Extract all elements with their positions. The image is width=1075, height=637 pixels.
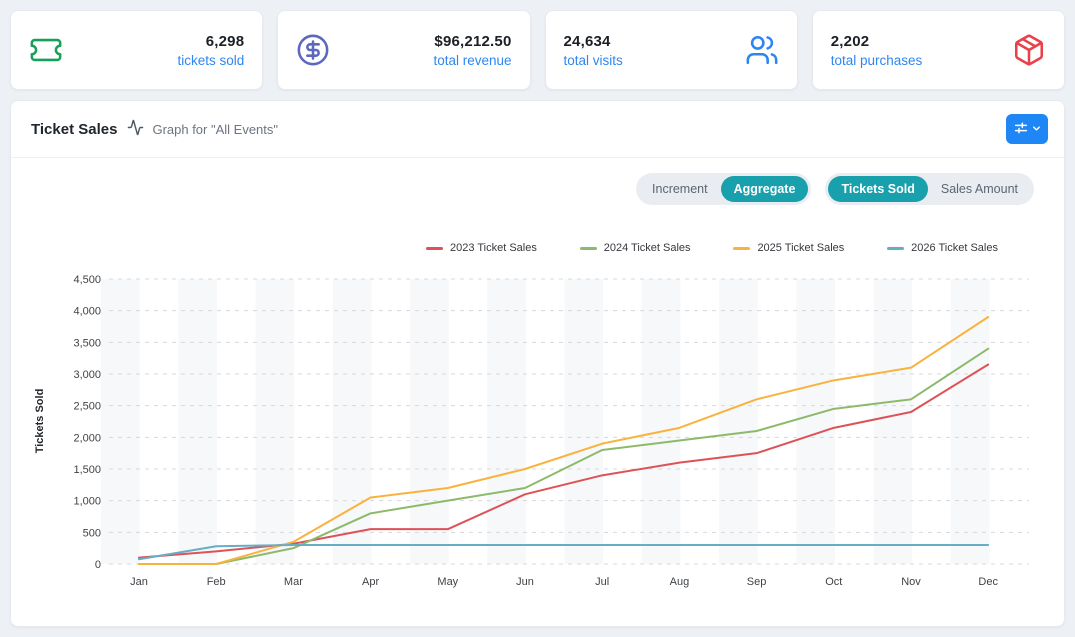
y-tick-label: 2,500 (73, 401, 101, 413)
panel-header: Ticket Sales Graph for "All Events" (11, 101, 1064, 158)
legend-label: 2024 Ticket Sales (603, 242, 691, 254)
legend-marker (887, 246, 905, 250)
ticket-sales-panel: Ticket Sales Graph for "All Events" (10, 100, 1065, 627)
plot-stripe (178, 279, 217, 564)
series-line (138, 544, 990, 561)
y-tick-label: 500 (83, 527, 101, 539)
plot-stripe (950, 279, 990, 564)
metric-toggle: Tickets Sold Sales Amount (825, 173, 1034, 205)
y-tick-label: 0 (95, 559, 101, 571)
activity-icon (117, 117, 152, 141)
stat-value: 24,634 (563, 32, 611, 50)
stat-card-total-revenue: $96,212.50 total revenue (277, 10, 531, 90)
legend-item[interactable]: 2026 Ticket Sales (887, 242, 998, 254)
x-tick-label: Jun (516, 576, 534, 588)
sliders-icon (1013, 120, 1029, 139)
x-tick-label: Sep (747, 576, 767, 588)
legend-item[interactable]: 2024 Ticket Sales (579, 242, 691, 254)
x-tick-label: Apr (362, 576, 379, 588)
legend-item[interactable]: 2025 Ticket Sales (733, 242, 844, 254)
chevron-down-icon (1031, 122, 1042, 137)
metric-option-sales-amount[interactable]: Sales Amount (940, 182, 1018, 196)
legend-item[interactable]: 2023 Ticket Sales (426, 242, 537, 254)
stat-label: total purchases (830, 52, 923, 68)
y-tick-label: 4,000 (73, 306, 101, 318)
stat-card-tickets-sold: 6,298 tickets sold (10, 10, 264, 90)
plot-stripe (101, 279, 140, 564)
chart-legend: 2023 Ticket Sales 2024 Ticket Sales 2025 T… (426, 242, 998, 254)
x-tick-label: Aug (670, 576, 690, 588)
panel-title: Ticket Sales (31, 120, 118, 138)
x-tick-label: Nov (901, 576, 921, 588)
stat-card-total-purchases: 2,202 total purchases (811, 10, 1065, 90)
legend-marker (426, 246, 443, 250)
chart-filter-button[interactable] (1006, 114, 1048, 144)
plot-stripe (564, 279, 604, 564)
x-tick-label: Jul (595, 576, 609, 588)
y-tick-label: 1,000 (73, 496, 101, 508)
series-line (138, 347, 990, 565)
stat-value: 2,202 (830, 32, 870, 50)
stat-label: total visits (563, 52, 623, 68)
plot-stripe (873, 279, 913, 564)
package-icon (1012, 33, 1046, 67)
stat-card-total-visits: 24,634 total visits (544, 10, 798, 90)
x-tick-label: May (437, 576, 458, 588)
x-tick-label: Oct (825, 576, 842, 588)
legend-label: 2023 Ticket Sales (450, 242, 537, 254)
stat-value: $96,212.50 (434, 32, 512, 50)
legend-marker (733, 246, 751, 250)
legend-marker (579, 246, 597, 250)
stat-value: 6,298 (205, 32, 245, 50)
x-tick-label: Jan (130, 576, 148, 588)
y-tick-label: 1,500 (73, 464, 101, 476)
plot-stripe (641, 279, 681, 564)
stat-label: tickets sold (177, 52, 245, 68)
stat-label: total revenue (433, 52, 512, 68)
y-tick-label: 3,500 (73, 337, 101, 349)
plot-stripe (410, 279, 449, 564)
y-axis-title: Tickets Sold (34, 389, 46, 454)
chart-area: 0 500 1,000 1,500 2,000 2,500 3,000 3,500 4,000 4… (11, 269, 1064, 614)
plot-stripe (796, 279, 835, 564)
y-tick-label: 4,500 (73, 274, 101, 286)
y-tick-label: 3,000 (73, 369, 101, 381)
ticket-sales-chart: 0 500 1,000 1,500 2,000 2,500 3,000 3,500 4,000 4… (34, 274, 1029, 588)
mode-option-increment[interactable]: Increment (652, 182, 708, 196)
ticket-icon (29, 33, 63, 67)
x-tick-label: Feb (207, 576, 226, 588)
mode-toggle: Increment Aggregate (636, 173, 812, 205)
mode-option-aggregate[interactable]: Aggregate (720, 176, 809, 202)
stats-row: 6,298 tickets sold $96,212.50 total reve… (10, 10, 1065, 90)
plot-stripe (719, 279, 758, 564)
panel-subtitle: Graph for "All Events" (152, 121, 279, 137)
legend-label: 2026 Ticket Sales (911, 242, 998, 254)
x-tick-label: Mar (284, 576, 303, 588)
users-icon (745, 33, 779, 67)
dollar-circle-icon (296, 33, 330, 67)
legend-label: 2025 Ticket Sales (757, 242, 845, 254)
x-tick-label: Dec (978, 576, 998, 588)
metric-option-tickets-sold[interactable]: Tickets Sold (828, 176, 928, 202)
plot-stripe (255, 279, 295, 564)
chart-controls: Increment Aggregate Tickets Sold Sales A… (636, 173, 1034, 205)
plot-stripe (487, 279, 526, 564)
y-tick-label: 2,000 (73, 432, 101, 444)
